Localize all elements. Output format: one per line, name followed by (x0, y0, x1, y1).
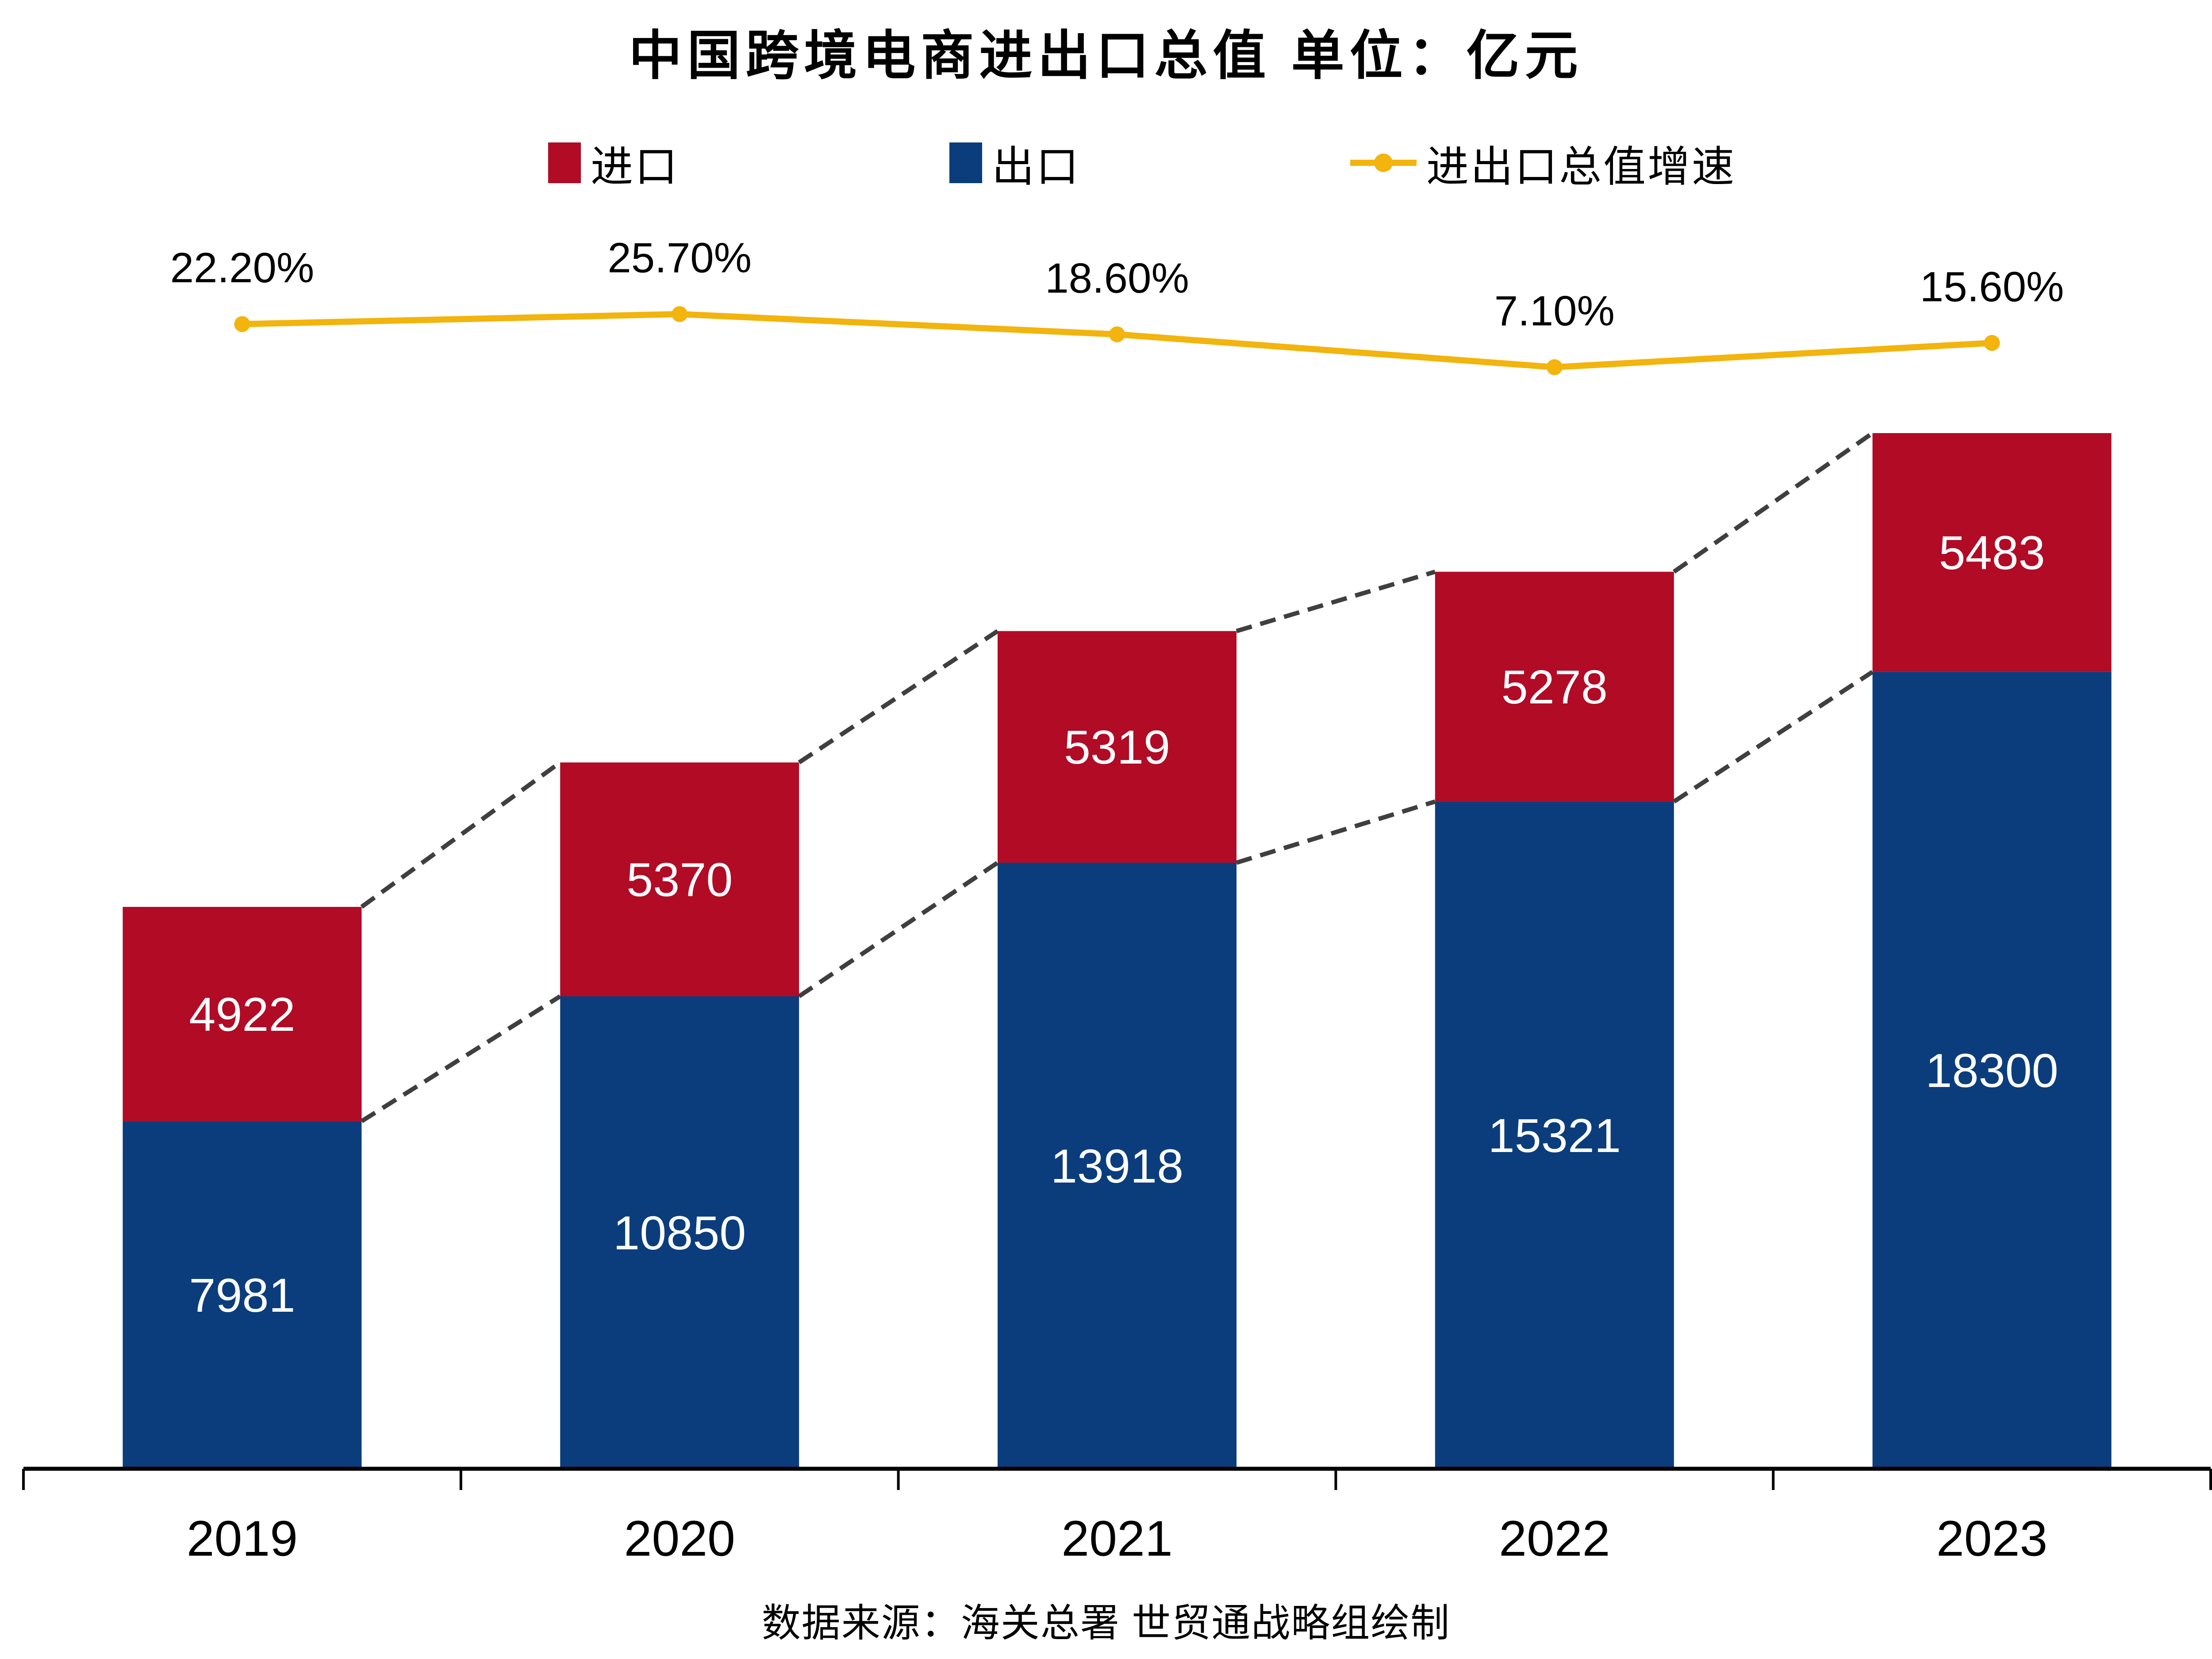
source-note: 数据来源：海关总署 世贸通战略组绘制 (761, 1601, 1451, 1645)
connector-boundary-3 (1673, 670, 1874, 804)
growth-label-2023: 15.60% (1920, 263, 2064, 311)
growth-marker-2023 (1984, 335, 2000, 351)
bar-label-export-2022: 15321 (1488, 1109, 1621, 1162)
x-axis-label-2019: 2019 (187, 1511, 298, 1567)
bar-label-import-2019: 4922 (189, 987, 295, 1041)
connector-total-2 (1236, 569, 1436, 634)
legend-label-import: 进口 (591, 143, 679, 191)
bar-export-2023 (1872, 672, 2112, 1469)
x-axis-label-2022: 2022 (1499, 1511, 1610, 1567)
growth-line-dot (1374, 154, 1393, 172)
x-axis-label-2023: 2023 (1936, 1511, 2047, 1567)
bar-import-2019 (123, 906, 362, 1121)
growth-marker-2019 (234, 316, 250, 332)
bar-label-import-2020: 5370 (626, 853, 733, 906)
bar-import-2023 (1872, 433, 2112, 672)
growth-label-2021: 18.60% (1045, 254, 1189, 302)
connector-total-3 (1672, 431, 1874, 574)
growth-marker-2020 (672, 306, 688, 322)
connector-total-1 (798, 629, 999, 764)
bar-export-2019 (123, 1121, 362, 1469)
bar-label-export-2021: 13918 (1051, 1139, 1183, 1193)
legend: 进口 出口 进出口总值增速 (0, 141, 2212, 191)
bar-export-2022 (1435, 801, 1674, 1469)
bar-label-export-2019: 7981 (189, 1268, 295, 1322)
bar-export-2021 (998, 863, 1237, 1469)
legend-item-import: 进口 (548, 141, 679, 191)
bar-label-import-2023: 5483 (1939, 526, 2045, 580)
bar-label-export-2023: 18300 (1925, 1044, 2058, 1097)
connector-boundary-2 (1236, 799, 1436, 865)
bar-import-2020 (560, 762, 799, 997)
growth-label-2022: 7.10% (1494, 288, 1615, 335)
x-axis-label-2021: 2021 (1061, 1511, 1172, 1567)
bar-export-2020 (560, 996, 799, 1469)
legend-item-export: 出口 (949, 141, 1080, 191)
chart-title: 中国跨境电商进出口总值 单位：亿元 (629, 26, 1583, 85)
x-axis-label-2020: 2020 (624, 1511, 735, 1567)
connector-boundary-0 (360, 994, 561, 1123)
bar-import-2022 (1435, 572, 1674, 802)
bar-import-2021 (998, 631, 1237, 863)
bar-label-export-2020: 10850 (613, 1206, 746, 1260)
growth-marker-2022 (1546, 359, 1563, 375)
legend-label-export: 出口 (992, 143, 1080, 191)
growth-marker-2021 (1109, 326, 1125, 342)
import-swatch-icon (548, 142, 581, 183)
bar-label-import-2021: 5319 (1064, 720, 1170, 774)
growth-label-2019: 22.20% (170, 244, 315, 292)
bar-label-import-2022: 5278 (1502, 660, 1608, 714)
connector-boundary-1 (798, 860, 999, 998)
legend-label-growth: 进出口总值增速 (1426, 143, 1736, 191)
export-swatch-icon (949, 142, 982, 183)
connector-total-0 (360, 760, 562, 909)
legend-item-growth: 进出口总值增速 (1350, 141, 1736, 191)
growth-line-marker-icon (1350, 142, 1417, 183)
growth-label-2020: 25.70% (607, 234, 752, 282)
